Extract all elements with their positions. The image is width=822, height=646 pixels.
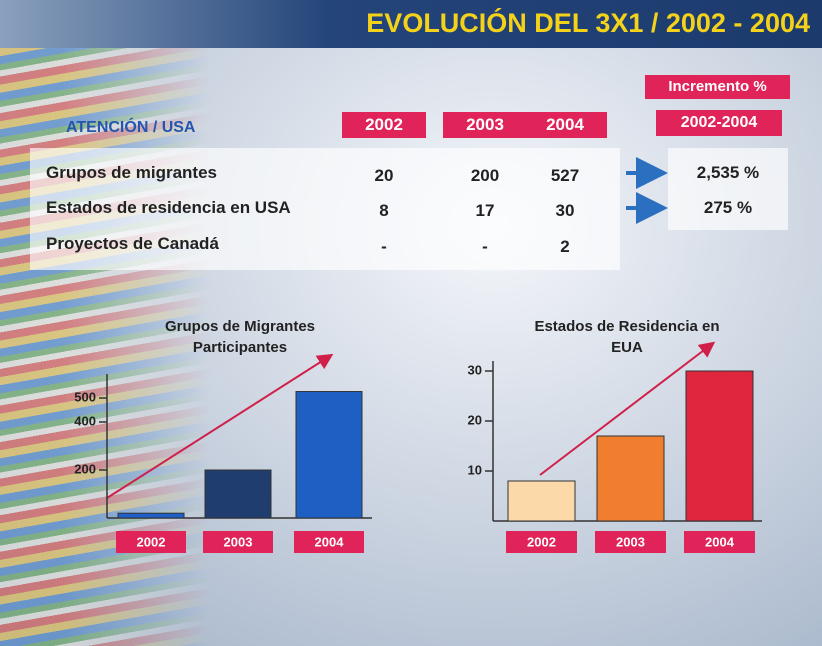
cell-value: 17 <box>475 201 495 220</box>
cell-value: 30 <box>555 201 575 220</box>
category-box <box>116 531 186 553</box>
x-tick-label: 2002 <box>527 534 556 549</box>
year-header: 2004 <box>523 112 607 138</box>
x-tick-label: 2003 <box>616 534 645 549</box>
category-box <box>203 531 273 553</box>
x-tick-label: 2004 <box>315 534 345 549</box>
trend-arrow <box>106 353 334 499</box>
cell-value: - <box>381 237 387 256</box>
row-label: Grupos de migrantes <box>46 163 217 182</box>
cell-value: 8 <box>379 201 389 220</box>
cell-value: 20 <box>374 166 394 185</box>
cell-value: - <box>482 237 488 256</box>
chart-title: Estados de Residencia en EUA <box>534 318 720 356</box>
y-tick-label: 200 <box>74 461 96 476</box>
year-header: 2003 <box>443 112 527 138</box>
bar <box>685 370 754 522</box>
bar <box>204 469 272 519</box>
bar <box>507 480 576 522</box>
increment-panel <box>668 148 788 230</box>
category-box <box>684 531 755 553</box>
bar <box>596 435 665 522</box>
trend-arrow <box>539 341 716 476</box>
increment-value: 275 % <box>703 198 753 217</box>
row-label: Proyectos de Canadá <box>46 234 219 253</box>
table-corner: ATENCIÓN / USA <box>66 119 196 136</box>
category-box <box>294 531 364 553</box>
slide-title: EVOLUCIÓN DEL 3X1 / 2002 - 2004 <box>366 8 810 38</box>
chart-title: Grupos de Migrantes Participantes <box>164 318 316 356</box>
x-tick-label: 2002 <box>137 534 166 549</box>
table-panel <box>30 148 620 270</box>
year-header: 2002 <box>342 112 426 138</box>
y-tick-label: 400 <box>74 413 96 428</box>
y-tick-label: 20 <box>468 412 482 427</box>
increment-title: Incremento % <box>645 75 790 99</box>
y-tick-label: 10 <box>468 462 482 477</box>
cell-value: 527 <box>550 166 580 185</box>
increment-period: 2002-2004 <box>656 110 782 136</box>
y-tick-label: 500 <box>74 389 96 404</box>
row-label: Estados de residencia en USA <box>46 198 291 217</box>
x-tick-label: 2003 <box>224 534 253 549</box>
category-box <box>506 531 577 553</box>
y-tick-label: 30 <box>468 362 482 377</box>
bar <box>117 512 185 519</box>
increment-value: 2,535 % <box>696 163 760 182</box>
cell-value: 2 <box>560 237 570 256</box>
x-tick-label: 2004 <box>705 534 735 549</box>
category-box <box>595 531 666 553</box>
cell-value: 200 <box>470 166 500 185</box>
bar <box>295 391 363 519</box>
header-band <box>0 0 822 48</box>
